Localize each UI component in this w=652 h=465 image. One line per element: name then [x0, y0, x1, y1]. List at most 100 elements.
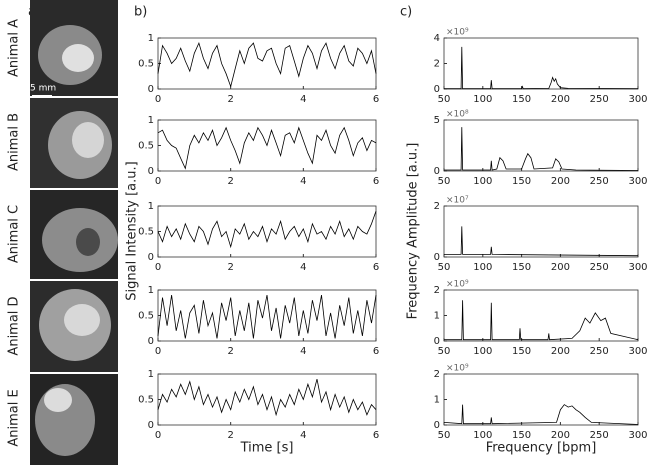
y-tick-label: 0 [434, 166, 440, 177]
x-axis-label: Frequency [bpm] [486, 441, 597, 456]
x-tick-label: 100 [473, 94, 492, 105]
ventricle [62, 44, 94, 72]
x-tick-label: 300 [628, 346, 647, 357]
x-tick-label: 200 [551, 430, 570, 441]
y-tick-label: 0 [148, 84, 154, 95]
x-tick-label: 6 [373, 346, 379, 357]
animal-label: Animal A [7, 19, 22, 77]
scale-bar-label: 5 mm [30, 84, 56, 94]
x-tick-label: 6 [373, 94, 379, 105]
x-tick-label: 300 [628, 176, 647, 187]
x-tick-label: 2 [227, 176, 233, 187]
axes-box [157, 205, 377, 258]
signal-line [444, 226, 639, 257]
y-tick-label: 1 [148, 115, 154, 126]
animal-label: Animal E [7, 389, 22, 446]
x-tick-label: 200 [551, 346, 570, 357]
x-tick-label: 0 [155, 346, 161, 357]
axes-box [443, 373, 639, 426]
axes-box [157, 37, 377, 90]
x-tick-label: 2 [227, 430, 233, 441]
signal-line [443, 404, 639, 425]
x-tick-label: 100 [473, 262, 492, 273]
x-tick-label: 50 [438, 176, 451, 187]
y-tick-label: 0 [148, 252, 154, 263]
x-tick-label: 4 [300, 262, 306, 273]
x-tick-label: 50 [438, 94, 451, 105]
y-tick-label: 1 [434, 395, 440, 406]
y-tick-label: 0.5 [138, 141, 154, 152]
x-tick-label: 200 [551, 176, 570, 187]
y-tick-label: 0 [148, 420, 154, 431]
x-tick-label: 0 [155, 262, 161, 273]
animal-label: Animal D [7, 296, 22, 355]
x-tick-label: 4 [300, 176, 306, 187]
x-tick-label: 4 [300, 94, 306, 105]
x-tick-label: 50 [438, 346, 451, 357]
x-tick-label: 150 [512, 176, 531, 187]
x-tick-label: 2 [227, 94, 233, 105]
signal-line [157, 41, 377, 88]
y-tick-label: 0.5 [138, 59, 154, 70]
x-tick-label: 150 [512, 430, 531, 441]
y-tick-label: 0 [148, 166, 154, 177]
x-axis-label: Time [s] [240, 441, 294, 456]
x-tick-label: 6 [373, 430, 379, 441]
x-tick-label: 250 [590, 346, 609, 357]
x-tick-label: 300 [628, 430, 647, 441]
y-tick-label: 5 [434, 115, 440, 126]
x-tick-label: 250 [590, 94, 609, 105]
y-tick-label: 0.5 [138, 311, 154, 322]
x-tick-label: 300 [628, 94, 647, 105]
signal-line [157, 295, 377, 339]
x-tick-label: 2 [227, 262, 233, 273]
y-tick-label: 0 [148, 336, 154, 347]
signal-line [444, 300, 639, 341]
x-tick-label: 50 [438, 430, 451, 441]
x-tick-label: 6 [373, 176, 379, 187]
ventricle [64, 304, 100, 336]
x-tick-label: 300 [628, 262, 647, 273]
animal-label: Animal B [7, 113, 22, 171]
x-tick-label: 100 [473, 176, 492, 187]
signal-line [444, 46, 639, 90]
signal-line [157, 126, 377, 170]
y-tick-label: 2 [434, 369, 440, 380]
signal-line [157, 210, 377, 249]
panel-label: b) [134, 5, 147, 20]
x-tick-label: 6 [373, 262, 379, 273]
x-tick-label: 150 [512, 94, 531, 105]
y-tick-label: 4 [434, 33, 440, 44]
x-tick-label: 200 [551, 262, 570, 273]
ventricle [44, 388, 72, 412]
axes-box [443, 289, 639, 342]
ventricle [72, 122, 104, 158]
y-tick-label: 0 [434, 252, 440, 263]
axes-box [443, 37, 639, 90]
x-tick-label: 2 [227, 346, 233, 357]
y-tick-label: 2 [434, 285, 440, 296]
x-tick-label: 50 [438, 262, 451, 273]
axes-box [443, 119, 639, 172]
y-axis-label: Signal Intensity [a.u.] [125, 161, 140, 300]
x-tick-label: 100 [473, 430, 492, 441]
y-tick-label: 1 [434, 311, 440, 322]
y-tick-label: 1 [148, 285, 154, 296]
y-tick-label: 1 [148, 33, 154, 44]
axis-multiplier: ×10⁹ [446, 364, 469, 374]
panel-label: c) [400, 5, 412, 20]
x-tick-label: 0 [155, 94, 161, 105]
y-tick-label: 2 [434, 59, 440, 70]
x-tick-label: 4 [300, 430, 306, 441]
x-tick-label: 4 [300, 346, 306, 357]
x-tick-label: 100 [473, 346, 492, 357]
x-tick-label: 250 [590, 430, 609, 441]
y-axis-label: Frequency Amplitude [a.u.] [406, 143, 421, 320]
x-tick-label: 250 [590, 262, 609, 273]
y-tick-label: 0 [434, 420, 440, 431]
x-tick-label: 200 [551, 94, 570, 105]
signal-line [157, 378, 377, 417]
axis-multiplier: ×10⁸ [446, 110, 469, 120]
y-tick-label: 2 [434, 201, 440, 212]
